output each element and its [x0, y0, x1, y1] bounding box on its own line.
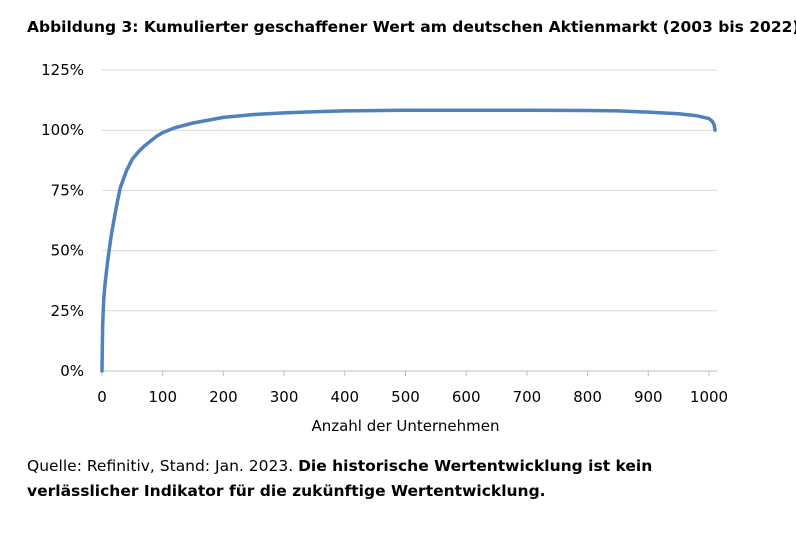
x-tick-label: 600 [452, 388, 481, 406]
x-tick-label: 100 [148, 388, 177, 406]
y-axis-ticks: 0% 25% 50% 75% 100% 125% [41, 61, 84, 380]
y-tick-label: 100% [41, 121, 84, 139]
x-axis-ticks: 0 100 200 300 400 500 600 700 800 900 1000 [97, 371, 728, 406]
y-tick-label: 75% [51, 181, 84, 199]
x-tick-label: 500 [391, 388, 420, 406]
plot-area [100, 108, 717, 373]
x-tick-label: 900 [634, 388, 663, 406]
x-tick-label: 800 [573, 388, 602, 406]
x-tick-label: 700 [513, 388, 542, 406]
chart-title: Abbildung 3: Kumulierter geschaffener We… [27, 18, 796, 36]
source-caption: Quelle: Refinitiv, Stand: Jan. 2023. Die… [27, 454, 767, 504]
x-axis-label: Anzahl der Unternehmen [311, 417, 499, 435]
y-tick-label: 125% [41, 61, 84, 79]
y-tick-label: 50% [51, 242, 84, 260]
y-tick-label: 25% [51, 302, 84, 320]
source-text: Quelle: Refinitiv, Stand: Jan. 2023. [27, 457, 294, 475]
x-tick-label: 400 [330, 388, 359, 406]
disclaimer-text: Die historische Wertentwicklung ist kein… [27, 457, 653, 500]
gridlines [102, 69, 717, 312]
x-tick-label: 1000 [690, 388, 728, 406]
x-tick-label: 200 [209, 388, 238, 406]
y-tick-label: 0% [60, 362, 84, 380]
x-tick-label: 0 [97, 388, 107, 406]
x-tick-label: 300 [270, 388, 299, 406]
series-line [100, 108, 717, 373]
